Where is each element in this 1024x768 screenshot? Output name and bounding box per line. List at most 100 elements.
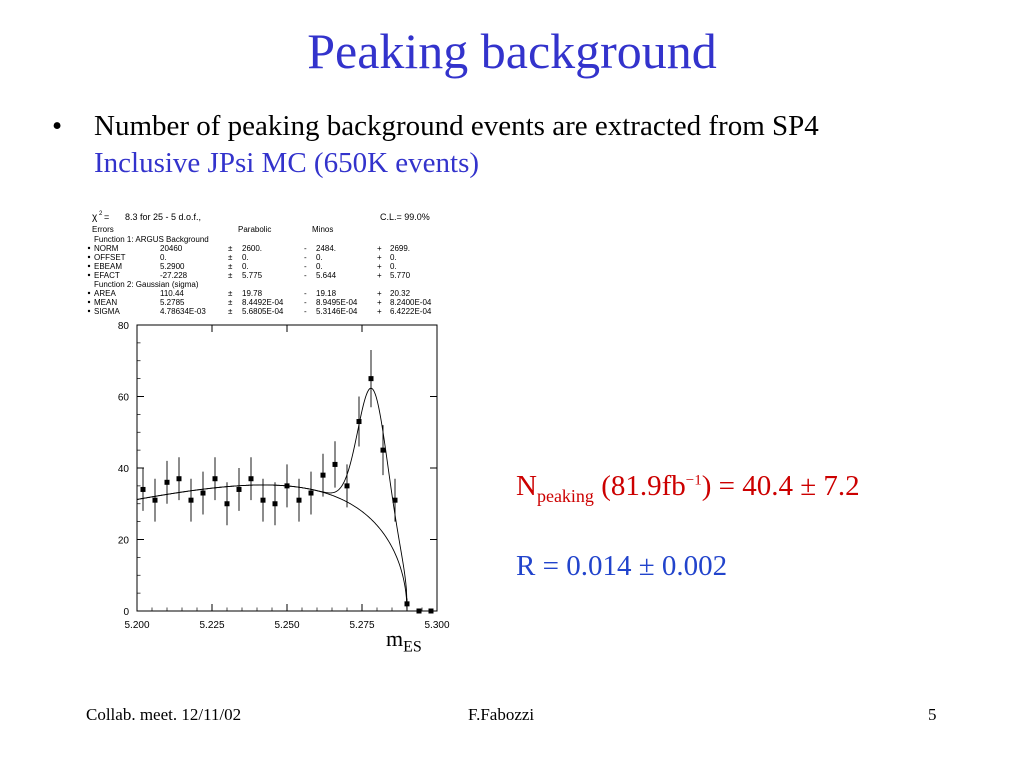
data-point xyxy=(176,457,182,501)
param-pm: ± xyxy=(228,271,233,280)
data-marker xyxy=(188,497,194,503)
param-p1: + xyxy=(377,253,382,262)
data-marker xyxy=(356,419,362,425)
data-point xyxy=(284,464,290,508)
data-point xyxy=(308,471,314,515)
data-marker xyxy=(236,486,242,492)
data-points xyxy=(140,350,434,614)
param-par: 2600. xyxy=(242,244,262,253)
param-m1: - xyxy=(304,244,307,253)
function1-label: Function 1: ARGUS Background xyxy=(94,235,209,244)
param-max: 0. xyxy=(390,262,397,271)
function2-params: AREA 110.44 ±19.78 -19.18 +20.32 MEAN 5.2785 ±8… xyxy=(87,289,432,316)
result-n-subscript: peaking xyxy=(536,485,594,506)
param-val: 0. xyxy=(160,253,167,262)
param-min: 8.9495E-04 xyxy=(316,298,358,307)
data-point xyxy=(320,453,326,497)
param-p1: + xyxy=(377,271,382,280)
data-marker xyxy=(332,461,338,467)
data-point xyxy=(140,468,146,511)
y-tick-label: 40 xyxy=(118,464,130,475)
param-m1: - xyxy=(304,262,307,271)
y-tick-label: 80 xyxy=(118,321,130,332)
data-point xyxy=(404,598,410,610)
data-point xyxy=(236,468,242,511)
data-marker xyxy=(176,476,182,482)
param-m1: - xyxy=(304,307,307,316)
fit-plot: χ 2 = 8.3 for 25 - 5 d.o.f., C.L.= 99.0%… xyxy=(87,211,450,631)
param-min: 5.3146E-04 xyxy=(316,307,358,316)
chi2-superscript: 2 xyxy=(99,211,103,217)
param-marker xyxy=(87,300,91,304)
data-point xyxy=(416,608,422,614)
data-point xyxy=(248,457,254,501)
data-point xyxy=(164,460,170,504)
result-value: ) = 40.4 ± 7.2 xyxy=(701,470,860,502)
data-point xyxy=(188,478,194,522)
x-tick-label: 5.225 xyxy=(199,620,224,631)
result-lumi: (81.9fb xyxy=(601,470,686,502)
x-tick-label: 5.300 xyxy=(424,620,449,631)
param-name: OFFSET xyxy=(94,253,126,262)
param-min: 19.18 xyxy=(316,289,337,298)
y-tick-label: 0 xyxy=(123,607,129,618)
fit-parameter-box: χ 2 = 8.3 for 25 - 5 d.o.f., C.L.= 99.0%… xyxy=(87,211,432,316)
data-marker xyxy=(368,376,374,382)
param-marker xyxy=(87,309,91,313)
data-point xyxy=(200,471,206,515)
param-m1: - xyxy=(304,298,307,307)
data-marker xyxy=(308,490,314,496)
chi2-equals: = xyxy=(104,212,109,222)
data-marker xyxy=(320,472,326,478)
param-val: -27.228 xyxy=(160,271,188,280)
param-p1: + xyxy=(377,307,382,316)
x-axis-label: mES xyxy=(386,626,422,656)
data-marker xyxy=(164,479,170,485)
ratio-result: R = 0.014 ± 0.002 xyxy=(516,550,728,582)
function2-label: Function 2: Gaussian (sigma) xyxy=(94,280,199,289)
data-marker xyxy=(284,483,290,489)
param-marker xyxy=(87,291,91,295)
data-marker xyxy=(416,608,422,614)
param-val: 20460 xyxy=(160,244,183,253)
param-p1: + xyxy=(377,289,382,298)
param-pm: ± xyxy=(228,262,233,271)
data-marker xyxy=(212,476,218,482)
data-point xyxy=(368,350,374,408)
bullet-text: Number of peaking background events are … xyxy=(94,108,819,182)
param-val: 5.2785 xyxy=(160,298,185,307)
y-tick-label: 20 xyxy=(118,536,130,547)
data-point xyxy=(344,464,350,508)
param-name: SIGMA xyxy=(94,307,120,316)
param-p1: + xyxy=(377,262,382,271)
param-marker xyxy=(87,255,91,259)
param-name: AREA xyxy=(94,289,116,298)
total-fit-curve xyxy=(136,387,408,604)
data-point xyxy=(392,478,398,522)
data-marker xyxy=(428,608,434,614)
data-marker xyxy=(392,497,398,503)
data-point xyxy=(356,396,362,447)
chi2-symbol: χ xyxy=(92,212,98,223)
bullet-icon: • xyxy=(52,110,63,142)
param-val: 110.44 xyxy=(160,289,184,298)
data-marker xyxy=(248,476,254,482)
param-name: EBEAM xyxy=(94,262,122,271)
param-par: 0. xyxy=(242,262,249,271)
data-marker xyxy=(272,501,278,507)
chi2-value: 8.3 for 25 - 5 d.o.f., xyxy=(125,212,201,222)
param-max: 0. xyxy=(390,253,397,262)
data-point xyxy=(212,457,218,501)
param-marker xyxy=(87,264,91,268)
param-min: 5.644 xyxy=(316,271,337,280)
data-point xyxy=(260,478,266,522)
bullet-line-1: Number of peaking background events are … xyxy=(94,110,819,142)
param-name: NORM xyxy=(94,244,119,253)
param-pm: ± xyxy=(228,244,233,253)
x-tick-label: 5.275 xyxy=(349,620,374,631)
peaking-result: Npeaking (81.9fb−1) = 40.4 ± 7.2 xyxy=(516,470,860,507)
data-point xyxy=(332,441,338,488)
data-marker xyxy=(224,501,230,507)
param-par: 19.78 xyxy=(242,289,263,298)
footer-left: Collab. meet. 12/11/02 xyxy=(86,705,242,724)
